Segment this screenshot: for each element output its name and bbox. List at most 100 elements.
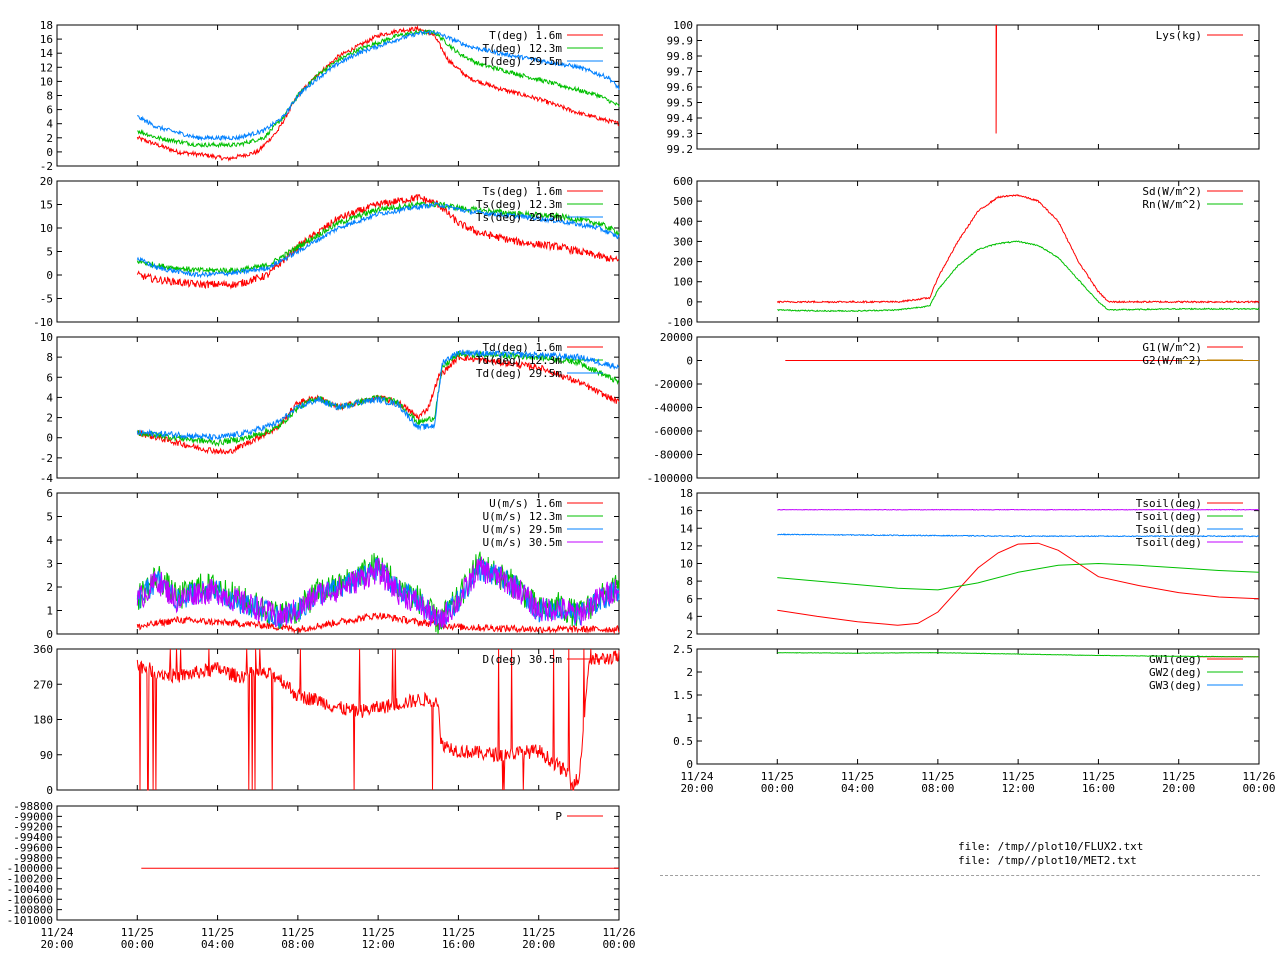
y-tick-label: 16 — [680, 505, 693, 518]
series-line-T-1 — [137, 29, 620, 149]
y-tick-label: 12 — [40, 61, 53, 74]
y-tick-label: 15 — [40, 199, 53, 212]
series-line-T-2 — [136, 30, 620, 142]
y-tick-label: 99.3 — [667, 128, 694, 141]
x-tick-label-time: 12:00 — [362, 938, 395, 951]
series-line-Tsoil-2 — [777, 533, 1259, 538]
y-tick-label: 400 — [673, 215, 693, 228]
legend-label: U(m/s) 30.5m — [483, 536, 563, 549]
y-tick-label: -60000 — [653, 425, 693, 438]
x-tick-label-date: 11/25 — [1082, 770, 1115, 783]
y-tick-label: -99200 — [13, 821, 53, 834]
x-tick-label-time: 04:00 — [201, 938, 234, 951]
legend-label: T(deg) 29.5m — [483, 55, 563, 68]
x-tick-label-time: 20:00 — [1162, 782, 1195, 795]
y-tick-label: 20000 — [660, 331, 693, 344]
y-tick-label: -2 — [40, 452, 53, 465]
y-tick-label: -99800 — [13, 852, 53, 865]
y-tick-label: -99400 — [13, 831, 53, 844]
x-tick-label-time: 20:00 — [680, 782, 713, 795]
x-tick-label-date: 11/25 — [761, 770, 794, 783]
legend-label: GW2(deg) — [1149, 666, 1202, 679]
y-tick-label: 1 — [686, 712, 693, 725]
legend-label: Ts(deg) 1.6m — [483, 185, 563, 198]
legend-label: Ts(deg) 29.5m — [476, 211, 562, 224]
y-tick-label: 14 — [680, 522, 694, 535]
y-tick-label: -4 — [40, 472, 54, 485]
y-tick-label: 10 — [680, 558, 693, 571]
legend-label: Tsoil(deg) — [1136, 523, 1202, 536]
y-tick-label: 1.5 — [673, 689, 693, 702]
y-tick-label: 4 — [46, 118, 53, 131]
x-tick-label-date: 11/25 — [522, 926, 555, 939]
x-tick-label-time: 12:00 — [1002, 782, 1035, 795]
legend-label: U(m/s) 1.6m — [489, 497, 562, 510]
y-tick-label: 14 — [40, 47, 54, 60]
y-tick-label: -100600 — [7, 893, 53, 906]
y-tick-label: -40000 — [653, 402, 693, 415]
x-tick-label-time: 04:00 — [841, 782, 874, 795]
x-tick-label-date: 11/25 — [442, 926, 475, 939]
y-tick-label: -100000 — [7, 862, 53, 875]
y-tick-label: 3 — [46, 558, 53, 571]
y-tick-label: 4 — [46, 534, 53, 547]
y-tick-label: 360 — [33, 643, 53, 656]
y-tick-label: 18 — [680, 487, 693, 500]
legend-label: Rn(W/m^2) — [1142, 198, 1202, 211]
x-tick-label-date: 11/26 — [1242, 770, 1275, 783]
y-tick-label: -100400 — [7, 883, 53, 896]
y-tick-label: -10 — [33, 316, 53, 329]
legend-label: Ts(deg) 12.3m — [476, 198, 562, 211]
series-line-T-0 — [136, 24, 620, 162]
x-tick-label-date: 11/24 — [40, 926, 73, 939]
legend-label: Td(deg) 1.6m — [483, 341, 563, 354]
series-line-U-0 — [136, 612, 620, 635]
y-tick-label: 6 — [46, 487, 53, 500]
series-line-Rad-1 — [777, 240, 1260, 313]
y-tick-label: 100 — [673, 19, 693, 32]
y-tick-label: 4 — [46, 391, 53, 404]
y-tick-label: 2 — [686, 628, 693, 641]
legend-label: GW1(deg) — [1149, 653, 1202, 666]
y-tick-label: 18 — [40, 19, 53, 32]
y-tick-label: 5 — [46, 246, 53, 259]
y-tick-label: 2 — [46, 132, 53, 145]
y-tick-label: 99.5 — [667, 97, 694, 110]
x-tick-label-time: 00:00 — [761, 782, 794, 795]
y-tick-label: -5 — [40, 293, 53, 306]
legend-label: Td(deg) 12.3m — [476, 354, 562, 367]
y-tick-label: 90 — [40, 749, 53, 762]
x-tick-label-date: 11/25 — [281, 926, 314, 939]
dashed-divider — [660, 875, 1260, 876]
x-tick-label-time: 16:00 — [442, 938, 475, 951]
legend-label: Tsoil(deg) — [1136, 497, 1202, 510]
y-tick-label: 16 — [40, 33, 53, 46]
x-tick-label-time: 00:00 — [602, 938, 635, 951]
y-tick-label: 6 — [46, 371, 53, 384]
y-tick-label: 100 — [673, 276, 693, 289]
y-tick-label: 8 — [686, 575, 693, 588]
y-tick-label: -2 — [40, 160, 53, 173]
plot-frame-Rad — [696, 180, 1260, 323]
series-line-Ts-1 — [136, 200, 620, 275]
series-line-Tsoil-1 — [777, 562, 1260, 591]
legend-label: U(m/s) 29.5m — [483, 523, 563, 536]
y-tick-label: -100200 — [7, 873, 53, 886]
y-tick-label: 300 — [673, 235, 693, 248]
x-tick-label-date: 11/25 — [1002, 770, 1035, 783]
series-line-GW-1 — [777, 651, 1260, 658]
y-tick-label: 600 — [673, 175, 693, 188]
x-tick-label-date: 11/26 — [602, 926, 635, 939]
y-tick-label: 6 — [46, 104, 53, 117]
series-line-Rad-0 — [776, 194, 1260, 304]
series-line-Tsoil-0 — [777, 542, 1260, 626]
y-tick-label: 0 — [46, 146, 53, 159]
legend-label: D(deg) 30.5m — [483, 653, 563, 666]
y-tick-label: 270 — [33, 678, 53, 691]
y-tick-label: 0 — [686, 296, 693, 309]
y-tick-label: 20 — [40, 175, 53, 188]
y-tick-label: 10 — [40, 331, 53, 344]
y-tick-label: 10 — [40, 222, 53, 235]
series-line-Td-2 — [136, 349, 620, 442]
y-tick-label: 1 — [46, 605, 53, 618]
